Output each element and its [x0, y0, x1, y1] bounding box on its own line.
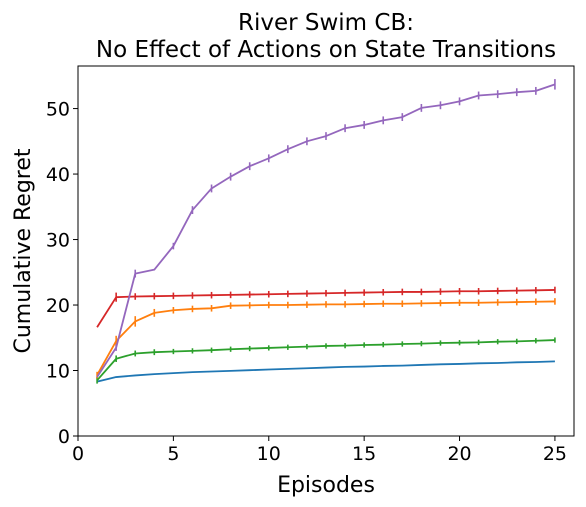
y-tick-label: 10	[46, 361, 70, 383]
series-4	[96, 286, 556, 328]
y-tick-label: 40	[46, 164, 70, 186]
y-tick-label: 30	[46, 230, 70, 252]
series-line	[96, 83, 556, 378]
y-tick-label: 20	[46, 295, 70, 317]
chart-title-line-2: No Effect of Actions on State Transition…	[96, 37, 556, 63]
series-line	[96, 360, 555, 383]
x-tick-label: 10	[257, 443, 281, 465]
y-axis-label: Cumulative Regret	[11, 148, 36, 353]
series-3	[96, 298, 556, 379]
plot-area	[96, 79, 556, 384]
x-tick-label: 5	[167, 443, 179, 465]
plot-frame	[77, 65, 575, 437]
x-axis-label: Episodes	[277, 473, 375, 498]
chart-title-line-1: River Swim CB:	[238, 10, 414, 36]
y-tick-label: 0	[58, 426, 70, 448]
y-tick-label: 50	[46, 99, 70, 121]
axis-ticks: 0 5 10 15 20 25 0 10 20 30 40 50	[46, 99, 567, 465]
x-tick-label: 20	[447, 443, 471, 465]
x-tick-label: 0	[72, 443, 84, 465]
x-tick-label: 25	[543, 443, 567, 465]
series-5	[96, 79, 556, 378]
series-1	[96, 360, 555, 383]
x-tick-label: 15	[352, 443, 376, 465]
series-2	[96, 337, 556, 384]
